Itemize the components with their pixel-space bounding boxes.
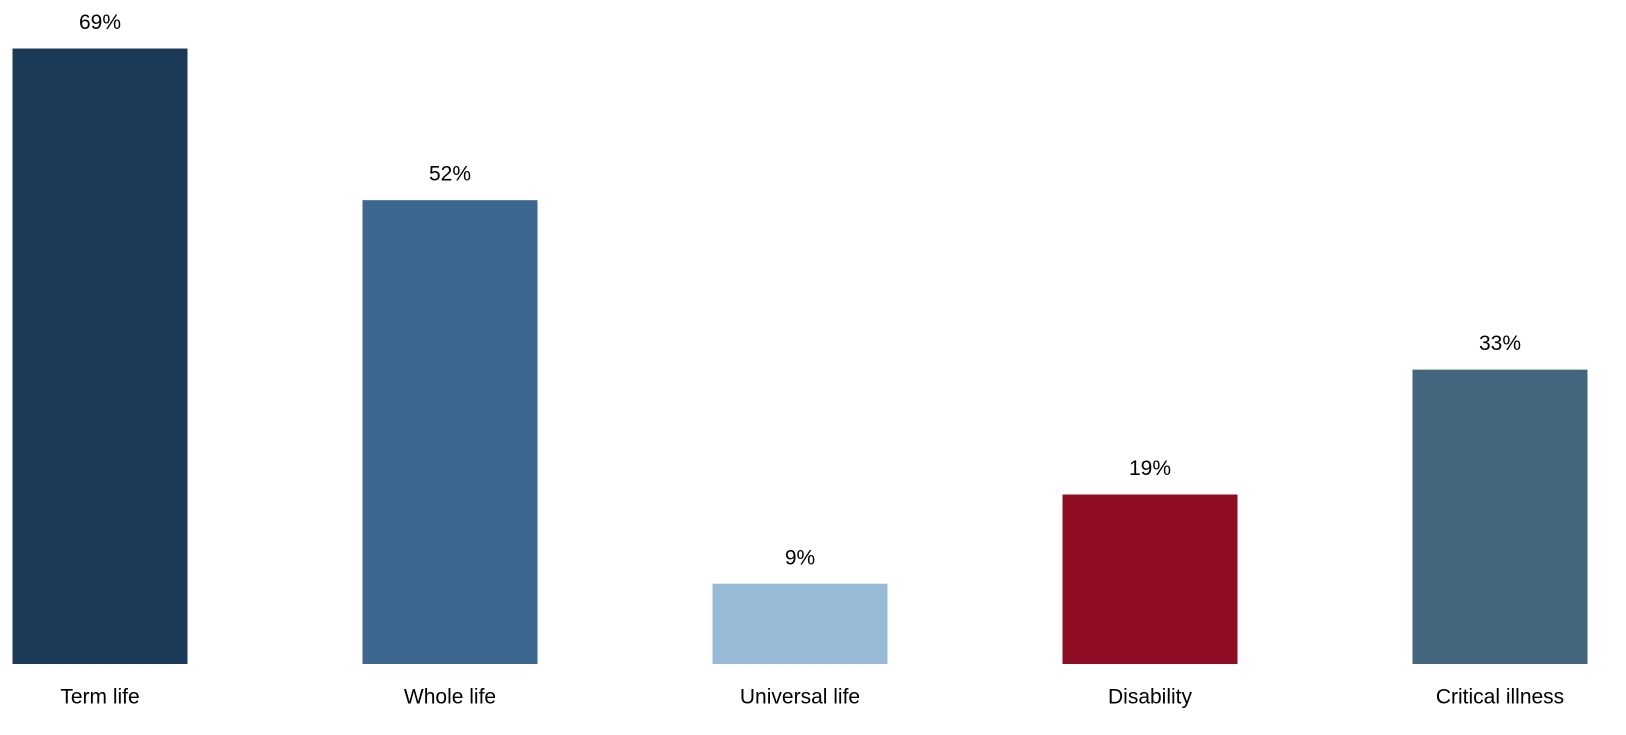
x-tick-label: Critical illness	[1436, 686, 1564, 709]
bar	[712, 583, 888, 664]
bar	[1062, 494, 1238, 664]
x-tick-label: Term life	[60, 686, 139, 709]
bar	[12, 48, 188, 664]
bar	[1412, 369, 1588, 664]
value-label: 33%	[1479, 332, 1521, 355]
x-tick-label: Universal life	[740, 686, 860, 709]
value-label: 69%	[79, 11, 121, 34]
value-label: 52%	[429, 163, 471, 186]
x-tick-label: Disability	[1108, 686, 1193, 709]
value-label: 9%	[785, 546, 815, 569]
bar	[362, 200, 538, 664]
x-tick-label: Whole life	[404, 686, 496, 709]
value-label: 19%	[1129, 457, 1171, 480]
